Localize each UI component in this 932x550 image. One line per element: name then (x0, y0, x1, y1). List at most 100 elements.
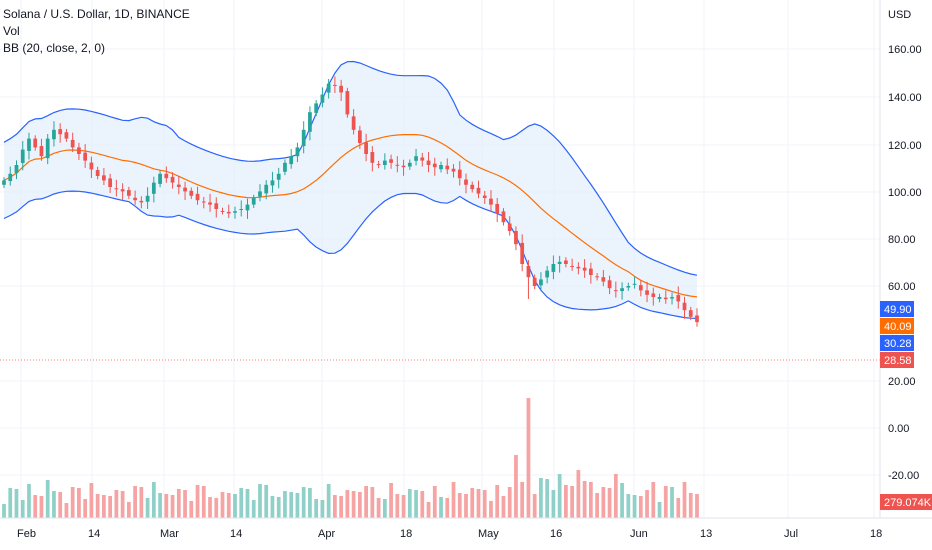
candle (170, 172, 175, 189)
candle-body (682, 302, 687, 311)
price-scale-ticks[interactable]: 160.00 140.00 120.00 100.00 80.00 60.00 20.00 0… (888, 44, 922, 482)
candle (532, 274, 537, 290)
candle-body (495, 203, 500, 214)
candle (557, 255, 562, 273)
volume-bar (108, 496, 113, 518)
candle-body (595, 276, 599, 278)
volume-bar (339, 496, 344, 518)
volume-bar (595, 493, 599, 518)
candle-body (626, 286, 631, 288)
candle (114, 179, 119, 197)
candle-body (314, 103, 319, 113)
candle (158, 170, 162, 188)
legend-symbol[interactable]: Solana / U.S. Dollar, 1D, BINANCE (3, 7, 190, 21)
volume-bar (164, 494, 169, 518)
volume-bar (33, 495, 38, 518)
volume-bar (588, 482, 593, 518)
volume-bar (95, 494, 100, 518)
candle (457, 161, 462, 186)
candle (120, 183, 125, 200)
candle (64, 128, 69, 142)
volume-bar (264, 485, 269, 518)
candle (214, 197, 219, 218)
candle-body (126, 190, 131, 196)
volume-bar (8, 488, 13, 518)
candle-body (401, 165, 406, 168)
candle (651, 287, 656, 306)
candle (489, 190, 493, 212)
candle-body (270, 180, 275, 186)
candle-body (245, 204, 250, 211)
candle-body (183, 187, 187, 192)
candle-body (632, 283, 637, 285)
candle-body (289, 156, 294, 165)
time-axis-label: Feb (17, 528, 36, 540)
candle (8, 166, 13, 186)
volume-bar (258, 484, 262, 518)
candle (20, 141, 25, 171)
candle (145, 187, 150, 209)
volume-bar (651, 482, 656, 518)
candle (613, 281, 618, 298)
legend-bollinger[interactable]: BB (20, close, 2, 0) (3, 41, 106, 55)
candle (339, 79, 344, 101)
volume-bar (514, 455, 518, 518)
time-axis-labels[interactable]: Feb 14 Mar 14 Apr 18 May 16 Jun 13 Jul 18 (17, 528, 882, 540)
time-axis-label: Mar (160, 528, 179, 540)
badge-bb-upper: 49.90 (880, 301, 914, 317)
candle (39, 138, 44, 161)
volume-bar (370, 487, 375, 518)
volume-bar (345, 490, 350, 518)
candle-body (158, 173, 162, 184)
candle-body (539, 279, 543, 286)
volume-bar (183, 490, 187, 518)
badge-bb-lower: 30.28 (880, 335, 914, 351)
candle (464, 173, 468, 194)
volume-bar (389, 483, 393, 518)
candle (601, 269, 606, 287)
price-tick-label: 20.00 (888, 376, 916, 388)
candle-body (233, 211, 237, 213)
volume-bar (495, 485, 500, 518)
volume-bar (501, 496, 506, 518)
candle-body (64, 132, 69, 139)
legend-volume[interactable]: Vol (3, 24, 20, 38)
candle (270, 171, 275, 193)
volume-bar (657, 502, 662, 518)
candle-body (476, 187, 481, 194)
candle (476, 180, 481, 199)
volume-bar (357, 492, 362, 518)
volume-bar (470, 488, 475, 518)
candle-body (582, 267, 587, 271)
candle-body (464, 179, 468, 185)
candle-body (27, 138, 31, 151)
candle-body (39, 146, 44, 157)
candle-body (45, 138, 50, 159)
volume-bars (2, 398, 699, 518)
candle (333, 76, 337, 94)
time-axis-label: 18 (400, 528, 412, 540)
candle-body (208, 202, 212, 205)
candle (632, 276, 637, 289)
volume-bar (451, 482, 456, 518)
candle (126, 186, 131, 200)
candle-body (551, 264, 556, 272)
candle (426, 152, 431, 173)
volume-bar (245, 489, 250, 518)
candle-body (445, 165, 450, 170)
volume-bar (214, 498, 219, 518)
candle-body (663, 297, 668, 300)
candle-body (176, 184, 181, 187)
candle-body (588, 268, 593, 275)
candle (451, 164, 456, 178)
candle-body (570, 265, 575, 267)
candle-body (108, 178, 113, 187)
candle (507, 216, 512, 236)
volume-bar (126, 502, 131, 518)
volume-bar (208, 497, 212, 518)
volume-bar (333, 495, 337, 518)
candle (283, 159, 287, 176)
volume-bar (276, 497, 281, 518)
candle (295, 142, 300, 163)
